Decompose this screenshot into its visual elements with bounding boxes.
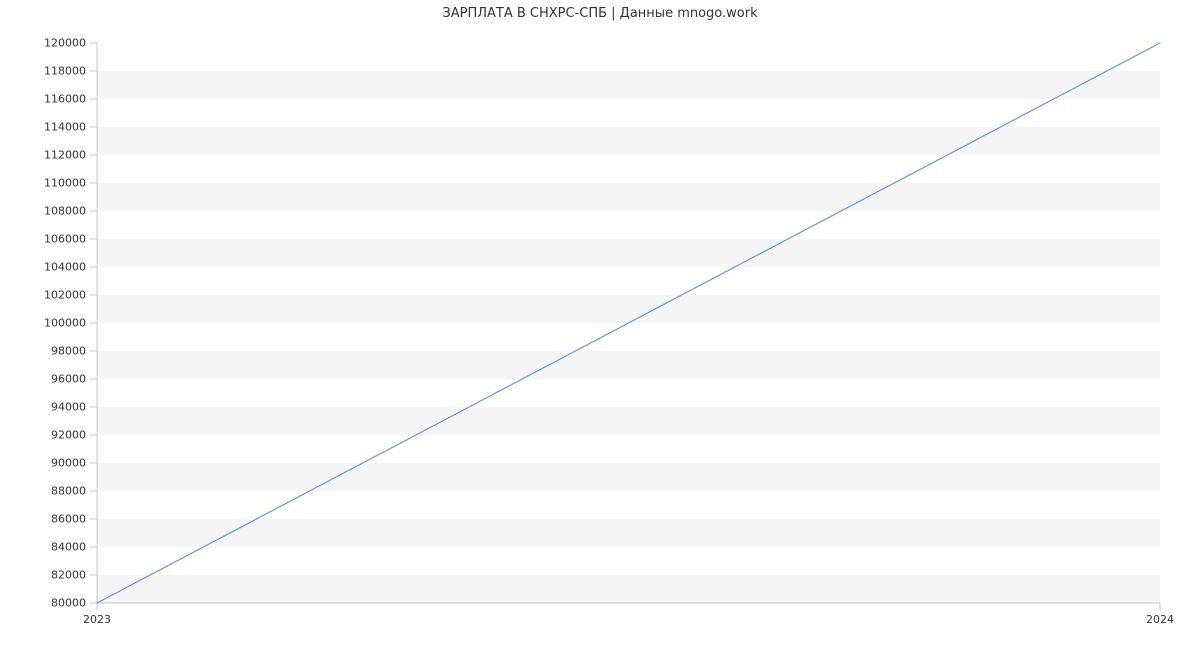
y-tick-label: 112000 [44,149,86,162]
y-tick-label: 98000 [51,345,86,358]
y-tick-label: 86000 [51,513,86,526]
x-tick-label: 2024 [1146,613,1174,626]
y-tick-label: 102000 [44,289,86,302]
y-tick-label: 84000 [51,541,86,554]
y-tick-label: 104000 [44,261,86,274]
y-tick-label: 90000 [51,457,86,470]
y-tick-label: 108000 [44,205,86,218]
chart-plot [0,0,1200,650]
y-tick-label: 94000 [51,401,86,414]
y-tick-label: 110000 [44,177,86,190]
y-tick-label: 96000 [51,373,86,386]
y-tick-label: 100000 [44,317,86,330]
y-tick-label: 80000 [51,597,86,610]
y-tick-label: 114000 [44,121,86,134]
y-tick-label: 92000 [51,429,86,442]
y-tick-label: 116000 [44,93,86,106]
chart-container: { "chart": { "type": "line", "title": "З… [0,0,1200,650]
y-tick-label: 118000 [44,65,86,78]
y-tick-label: 120000 [44,37,86,50]
y-tick-label: 82000 [51,569,86,582]
y-tick-label: 88000 [51,485,86,498]
x-tick-label: 2023 [83,613,111,626]
y-tick-label: 106000 [44,233,86,246]
